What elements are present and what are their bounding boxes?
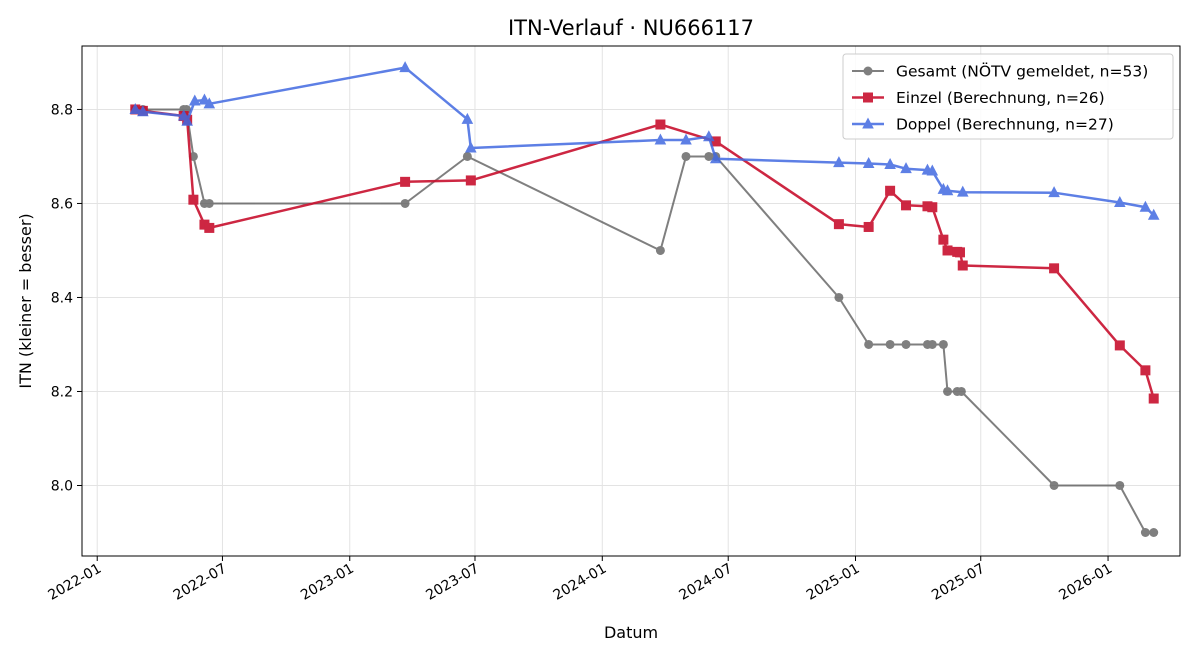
data-point-doppel — [680, 133, 692, 145]
data-point-einzel — [400, 176, 411, 187]
y-tick-label: 8.0 — [51, 478, 73, 494]
data-point-doppel — [884, 157, 896, 169]
data-point-gesamt — [462, 151, 472, 161]
data-point-doppel — [833, 156, 845, 168]
data-point-doppel — [941, 184, 954, 196]
data-point-doppel — [461, 112, 474, 124]
data-point-einzel — [938, 234, 949, 245]
data-point-einzel — [957, 260, 968, 271]
data-point-gesamt — [864, 339, 874, 349]
data-point-einzel — [833, 219, 844, 230]
data-point-doppel — [203, 97, 216, 109]
data-point-doppel — [399, 61, 411, 73]
y-axis-ticks: 8.0 8.2 8.4 8.6 8.8 — [51, 102, 82, 494]
data-point-doppel — [181, 114, 193, 126]
data-point-doppel — [654, 133, 667, 145]
data-point-gesamt — [927, 339, 937, 349]
legend-swatch-doppel — [852, 117, 884, 129]
data-point-einzel — [885, 185, 896, 196]
data-point-einzel — [204, 222, 215, 233]
data-point-doppel — [956, 185, 969, 197]
data-point-gesamt — [681, 151, 691, 161]
data-point-einzel — [710, 136, 721, 147]
data-point-gesamt — [956, 386, 966, 396]
data-point-gesamt — [704, 151, 714, 161]
data-point-einzel — [954, 247, 965, 258]
x-axis-label: Datum — [604, 623, 658, 642]
y-tick-label: 8.8 — [51, 102, 73, 118]
data-point-gesamt — [1140, 527, 1150, 537]
data-point-gesamt — [834, 292, 844, 302]
data-point-einzel — [927, 202, 938, 213]
legend-swatch-gesamt — [852, 66, 884, 76]
data-point-doppel — [926, 164, 939, 176]
data-point-gesamt — [943, 386, 953, 396]
data-point-doppel — [1139, 200, 1152, 212]
data-point-doppel — [465, 141, 477, 153]
data-point-einzel — [188, 194, 199, 205]
data-point-doppel — [129, 102, 142, 114]
series-layer — [129, 61, 1160, 537]
plot-frame — [81, 45, 1181, 557]
data-point-doppel — [1114, 196, 1126, 208]
legend-marker-einzel — [863, 92, 873, 103]
data-point-doppel — [1147, 208, 1160, 220]
chart-title: ITN-Verlauf · NU666117 — [508, 16, 754, 40]
data-point-einzel — [901, 200, 912, 211]
data-point-einzel — [1140, 365, 1151, 376]
data-point-einzel — [465, 175, 476, 186]
data-point-doppel — [703, 130, 715, 142]
data-point-doppel — [137, 105, 149, 117]
legend-marker-doppel — [862, 117, 874, 129]
data-point-doppel — [188, 94, 201, 106]
legend-label-gesamt: Gesamt (NÖTV gemeldet, n=53) — [896, 62, 1148, 81]
y-tick-label: 8.6 — [51, 196, 73, 212]
data-point-doppel — [709, 152, 722, 164]
data-point-einzel — [863, 221, 874, 232]
data-point-doppel — [862, 157, 875, 169]
y-tick-label: 8.2 — [51, 384, 73, 400]
legend-marker-gesamt — [863, 66, 873, 76]
data-point-gesamt — [1115, 480, 1125, 490]
legend-box — [842, 53, 1174, 140]
data-point-einzel — [1148, 393, 1159, 404]
data-point-gesamt — [1149, 527, 1159, 537]
data-point-doppel — [1048, 186, 1060, 198]
series-doppel — [129, 61, 1160, 220]
data-point-einzel — [1114, 340, 1125, 351]
data-point-einzel — [1049, 263, 1060, 274]
data-point-gesamt — [400, 198, 410, 208]
legend-label-doppel: Doppel (Berechnung, n=27) — [896, 116, 1114, 134]
data-point-gesamt — [901, 339, 911, 349]
legend-label-einzel: Einzel (Berechnung, n=26) — [896, 89, 1105, 107]
y-axis-label: ITN (kleiner = besser) — [16, 213, 35, 388]
data-point-gesamt — [655, 245, 665, 255]
data-point-gesamt — [938, 339, 948, 349]
legend: Gesamt (NÖTV gemeldet, n=53) Einzel (Bere… — [842, 53, 1174, 140]
data-point-gesamt — [204, 198, 214, 208]
legend-swatch-einzel — [852, 92, 884, 103]
data-point-einzel — [655, 119, 666, 130]
data-point-doppel — [900, 162, 912, 174]
data-point-einzel — [942, 245, 953, 256]
y-tick-label: 8.4 — [51, 290, 73, 306]
data-point-gesamt — [885, 339, 895, 349]
data-point-gesamt — [1049, 480, 1059, 490]
